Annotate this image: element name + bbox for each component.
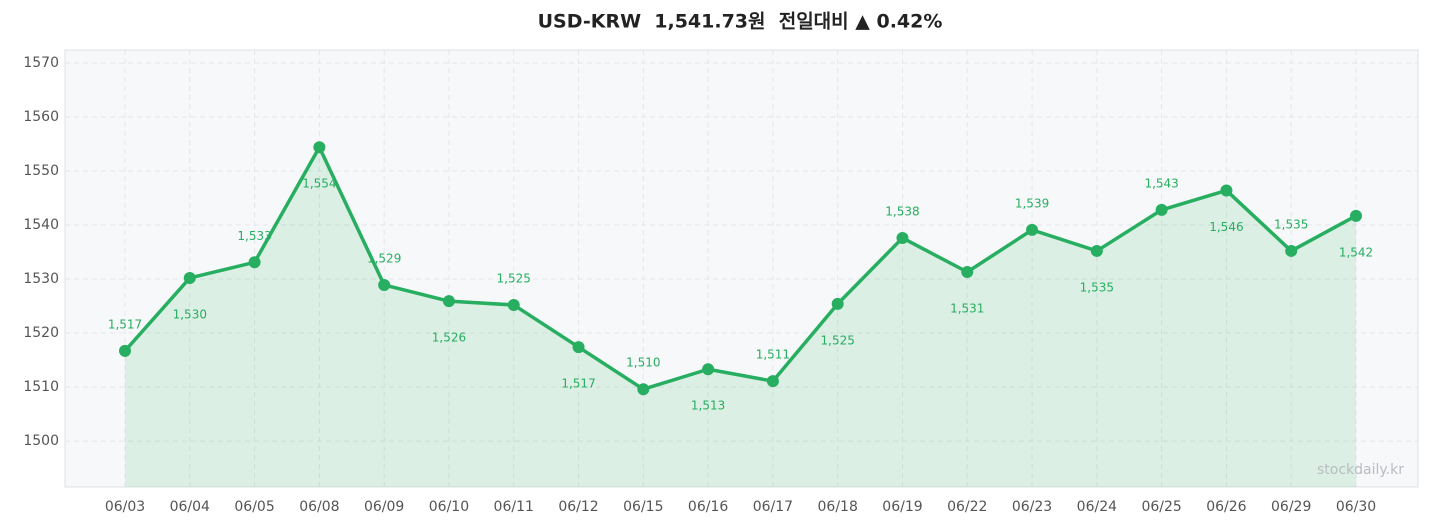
point <box>896 231 909 244</box>
x-tick-label: 06/09 <box>364 499 404 515</box>
y-tick-label: 1570 <box>23 55 59 71</box>
point <box>572 341 585 354</box>
point <box>119 344 131 357</box>
value-label: 1,542 <box>1339 245 1373 259</box>
area <box>125 147 1356 488</box>
x-tick-label: 06/15 <box>623 499 663 515</box>
value-label: 1,543 <box>1144 176 1178 190</box>
plot-area <box>64 49 1419 488</box>
point <box>1350 209 1362 222</box>
value-label: 1,535 <box>1274 217 1308 231</box>
value-label: 1,530 <box>173 307 207 321</box>
x-tick-label: 06/26 <box>1206 499 1246 515</box>
point <box>961 266 974 279</box>
value-label: 1,517 <box>108 317 142 331</box>
value-label: 1,539 <box>1015 196 1049 210</box>
x-tick-label: 06/03 <box>105 499 145 515</box>
x-tick-label: 06/04 <box>170 499 210 515</box>
x-tick-label: 06/19 <box>882 499 922 515</box>
point <box>1285 244 1298 257</box>
point <box>378 278 391 291</box>
x-tick-label: 06/08 <box>299 499 339 515</box>
y-tick-label: 1560 <box>23 109 59 125</box>
x-tick-label: 06/29 <box>1271 499 1311 515</box>
value-label: 1,525 <box>497 271 531 285</box>
x-tick-label: 06/22 <box>947 499 987 515</box>
value-label: 1,554 <box>302 177 336 191</box>
y-tick-label: 1500 <box>23 433 59 449</box>
point <box>637 383 650 396</box>
point <box>1155 203 1168 216</box>
point <box>702 363 715 376</box>
value-label: 1,535 <box>1080 280 1114 294</box>
point <box>766 375 779 388</box>
y-tick-label: 1540 <box>23 217 59 233</box>
x-tick-label: 06/17 <box>753 499 793 515</box>
point <box>442 295 455 308</box>
chart-title: USD-KRW 1,541.73원 전일대비 ▲ 0.42% <box>538 11 943 33</box>
point <box>248 256 261 269</box>
value-label: 1,525 <box>821 333 855 347</box>
value-label: 1,531 <box>950 302 984 316</box>
x-tick-label: 06/12 <box>558 499 598 515</box>
x-tick-label: 06/25 <box>1141 499 1181 515</box>
point <box>1090 244 1103 257</box>
y-tick-label: 1520 <box>23 325 59 341</box>
y-tick-label: 1510 <box>23 379 59 395</box>
value-label: 1,510 <box>626 356 660 370</box>
line <box>123 145 1357 391</box>
x-tick-label: 06/05 <box>234 499 274 515</box>
value-label: 1,529 <box>367 251 401 265</box>
y-tick-label: 1550 <box>23 163 59 179</box>
x-tick-label: 06/18 <box>818 499 858 515</box>
point <box>1220 184 1233 197</box>
point <box>831 297 844 310</box>
value-label: 1,546 <box>1209 220 1243 234</box>
x-tick-label: 06/11 <box>494 499 534 515</box>
value-label: 1,511 <box>756 348 790 362</box>
value-label: 1,513 <box>691 399 725 413</box>
point <box>1026 223 1039 236</box>
point <box>313 141 326 154</box>
watermark: stockdaily.kr <box>1317 462 1404 478</box>
x-tick-label: 06/10 <box>429 499 469 515</box>
value-label: 1,517 <box>561 377 595 391</box>
point <box>183 271 196 284</box>
x-tick-label: 06/16 <box>688 499 728 515</box>
y-tick-label: 1530 <box>23 271 59 287</box>
x-tick-label: 06/24 <box>1077 499 1117 515</box>
point <box>507 298 520 311</box>
x-tick-label: 06/30 <box>1336 499 1376 515</box>
value-label: 1,533 <box>237 229 271 243</box>
x-tick-label: 06/23 <box>1012 499 1052 515</box>
value-label: 1,538 <box>885 204 919 218</box>
value-label: 1,526 <box>432 331 466 345</box>
